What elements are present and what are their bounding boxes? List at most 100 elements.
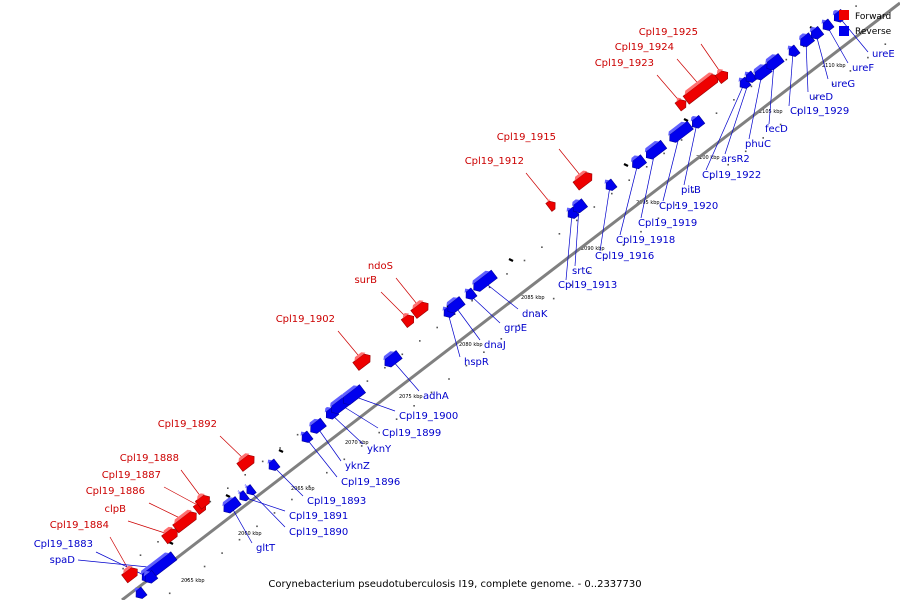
gene-label-cpl19-1896[interactable]: Cpl19_1896: [341, 477, 400, 488]
gene-label-cpl19-1902[interactable]: Cpl19_1902: [276, 314, 335, 325]
gene-label-uref[interactable]: ureF: [852, 63, 874, 74]
gene-cpl19-1902[interactable]: [351, 349, 373, 371]
gene-label-cpl19-1916[interactable]: Cpl19_1916: [595, 251, 654, 262]
gene-label-ureg[interactable]: ureG: [831, 79, 855, 90]
gene-arrow[interactable]: [194, 493, 212, 510]
gene-label-cpl19-1919[interactable]: Cpl19_1919: [638, 218, 697, 229]
gene-label-gltt[interactable]: gltT: [256, 543, 276, 554]
gene-arrow[interactable]: [764, 53, 785, 73]
gene-ndos[interactable]: [409, 297, 431, 319]
gene-cpl19-1912[interactable]: [544, 196, 558, 212]
gene-arrow[interactable]: [689, 114, 706, 130]
gene-label-adha[interactable]: adhA: [423, 391, 449, 402]
gene-arrow[interactable]: [463, 287, 478, 302]
gene-label-ured[interactable]: ureD: [809, 92, 833, 103]
gene-adha[interactable]: [380, 348, 403, 369]
gene-surb[interactable]: [399, 310, 416, 329]
gene-cpl19-1922[interactable]: [735, 75, 752, 91]
gene-label-uree[interactable]: ureE: [872, 49, 895, 60]
gene-cpl19-1916[interactable]: [601, 177, 618, 193]
gene-arrow[interactable]: [139, 551, 178, 584]
gene-arrow[interactable]: [266, 458, 281, 473]
gene-arrow[interactable]: [629, 154, 648, 171]
gene-arrow[interactable]: [682, 72, 721, 105]
gene-cpl19-1884[interactable]: [120, 563, 141, 584]
gene-label-cpl19-1915[interactable]: Cpl19_1915: [497, 132, 556, 143]
gene-arrow[interactable]: [743, 70, 758, 85]
gene-uref[interactable]: [818, 17, 835, 33]
gene-label-yknz[interactable]: yknZ: [345, 461, 370, 472]
gene-label-cpl19-1883[interactable]: Cpl19_1883: [34, 539, 93, 550]
gene-label-cpl19-1893[interactable]: Cpl19_1893: [307, 496, 366, 507]
gene-ureg[interactable]: [806, 24, 825, 42]
gene-label-cpl19-1912[interactable]: Cpl19_1912: [465, 156, 524, 167]
gene-arrow[interactable]: [133, 586, 148, 600]
gene-yknz[interactable]: [306, 416, 327, 436]
gene-label-grpe[interactable]: grpE: [504, 323, 527, 334]
gene-cpl19-1923[interactable]: [673, 95, 689, 112]
gene-label-arsr2[interactable]: arsR2: [721, 154, 750, 165]
gene-unlabelled[interactable]: [131, 585, 148, 600]
gene-cpl19-1920[interactable]: [665, 119, 694, 145]
gene-label-cpl19-1918[interactable]: Cpl19_1918: [616, 235, 675, 246]
gene-label-pitb[interactable]: pitB: [681, 185, 701, 196]
gene-dnak[interactable]: [469, 268, 498, 294]
gene-label-cpl19-1925[interactable]: Cpl19_1925: [639, 27, 698, 38]
gene-label-hspr[interactable]: hspR: [464, 357, 489, 368]
gene-arrow[interactable]: [714, 68, 731, 85]
gene-dnaj[interactable]: [443, 294, 466, 315]
gene-label-cpl19-1922[interactable]: Cpl19_1922: [702, 170, 761, 181]
gene-arrow[interactable]: [308, 417, 327, 436]
gene-arrow[interactable]: [786, 44, 801, 59]
gene-cpl19-1913[interactable]: [563, 205, 580, 221]
gene-arsr2[interactable]: [741, 69, 758, 85]
gene-arrow[interactable]: [572, 170, 595, 191]
gene-arrow[interactable]: [667, 120, 694, 145]
gene-arrow[interactable]: [236, 453, 257, 472]
gene-arrow[interactable]: [244, 484, 257, 498]
gene-cpl19-1893[interactable]: [264, 457, 281, 473]
gene-gltt[interactable]: [219, 494, 242, 515]
gene-cpl19-1929[interactable]: [784, 43, 801, 59]
gene-fecd[interactable]: [762, 51, 785, 73]
gene-label-dnaj[interactable]: dnaJ: [484, 340, 506, 351]
gene-arrow[interactable]: [737, 76, 752, 91]
gene-label-ndos[interactable]: ndoS: [368, 261, 393, 272]
gene-cpl19-1890[interactable]: [242, 482, 257, 498]
gene-label-phuc[interactable]: phuC: [745, 139, 771, 150]
gene-label-cpl19-1891[interactable]: Cpl19_1891: [289, 511, 348, 522]
gene-label-cpl19-1924[interactable]: Cpl19_1924: [615, 42, 674, 53]
gene-arrow[interactable]: [410, 300, 431, 319]
gene-cpl19-1919[interactable]: [641, 138, 668, 162]
gene-label-cpl19-1899[interactable]: Cpl19_1899: [382, 428, 441, 439]
gene-label-spad[interactable]: spaD: [50, 555, 76, 566]
gene-cpl19-1891[interactable]: [235, 488, 250, 504]
gene-label-srtc[interactable]: srtC: [572, 266, 592, 277]
gene-cpl19-1925[interactable]: [713, 66, 731, 85]
gene-arrow[interactable]: [161, 526, 181, 545]
gene-grpe[interactable]: [461, 286, 478, 302]
gene-label-dnak[interactable]: dnaK: [522, 309, 548, 320]
gene-label-cpl19-1884[interactable]: Cpl19_1884: [50, 520, 109, 531]
gene-arrow[interactable]: [603, 178, 618, 193]
gene-pitb[interactable]: [687, 113, 706, 131]
gene-label-cpl19-1923[interactable]: Cpl19_1923: [595, 58, 654, 69]
gene-arrow[interactable]: [237, 490, 250, 504]
gene-srtc[interactable]: [569, 196, 589, 215]
gene-cpl19-1924[interactable]: [681, 69, 721, 105]
gene-arrow[interactable]: [820, 18, 835, 33]
gene-cpl19-1886[interactable]: [171, 507, 200, 534]
gene-cpl19-1900[interactable]: [339, 382, 366, 407]
gene-label-cpl19-1888[interactable]: Cpl19_1888: [120, 453, 179, 464]
gene-label-clpb[interactable]: clpB: [105, 504, 127, 515]
gene-label-cpl19-1886[interactable]: Cpl19_1886: [86, 486, 145, 497]
gene-arrow[interactable]: [121, 565, 141, 584]
gene-cpl19-1892[interactable]: [235, 450, 257, 472]
gene-cpl19-1915[interactable]: [571, 168, 595, 191]
gene-arrow[interactable]: [352, 352, 373, 371]
gene-label-fecd[interactable]: fecD: [765, 124, 788, 135]
gene-label-cpl19-1913[interactable]: Cpl19_1913: [558, 280, 617, 291]
gene-arrow[interactable]: [545, 199, 558, 212]
gene-label-cpl19-1920[interactable]: Cpl19_1920: [659, 201, 718, 212]
gene-label-cpl19-1900[interactable]: Cpl19_1900: [399, 411, 458, 422]
